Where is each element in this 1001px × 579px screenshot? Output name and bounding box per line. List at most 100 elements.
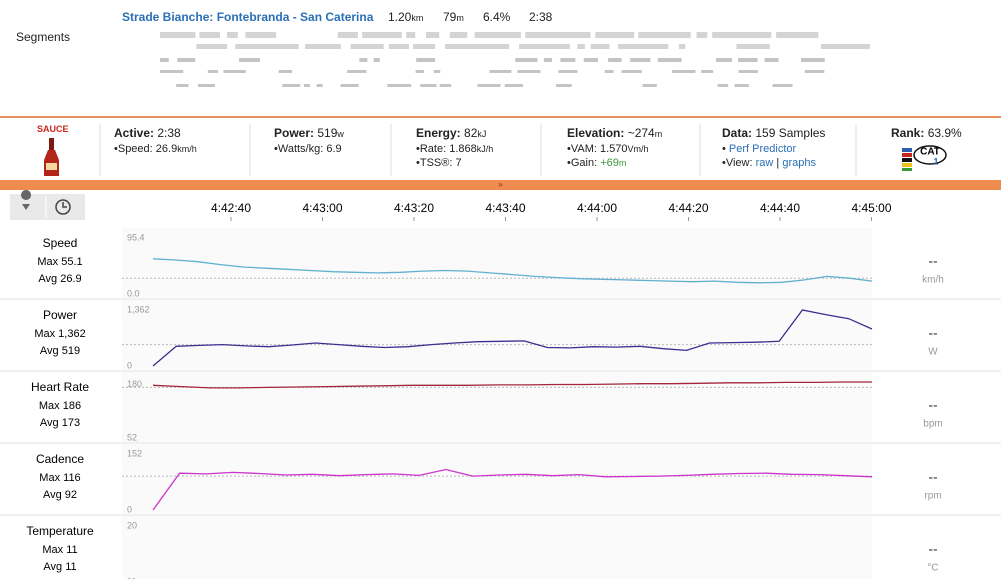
graph-unit: bpm	[923, 419, 942, 430]
placeholder-bar	[235, 44, 299, 49]
placeholder-bar	[657, 58, 682, 62]
graph-max: Max 1,362	[34, 328, 85, 340]
unit: m	[654, 129, 663, 139]
time-tick-label: 4:44:00	[577, 201, 617, 215]
placeholder-bar	[504, 84, 523, 87]
label: •Rate:	[416, 143, 447, 155]
placeholder-bar	[560, 58, 576, 62]
badge-number: 1	[933, 156, 938, 166]
max-label: Max	[39, 400, 60, 412]
placeholder-bar	[525, 32, 591, 38]
unit: w	[337, 129, 344, 139]
value: 159 Samples	[755, 126, 826, 140]
graph-avg: Avg 519	[40, 345, 80, 357]
value: 82	[464, 126, 478, 140]
placeholder-bar	[608, 58, 622, 62]
max-value: 55.1	[61, 256, 82, 268]
value: 2:38	[157, 126, 181, 140]
energy-section: Energy: 82kJ •Rate: 1.868kJ/h •TSS®: 7	[416, 126, 493, 169]
value: 519	[317, 126, 338, 140]
y-tick-label: 0	[127, 360, 132, 370]
current-value: --	[928, 541, 938, 557]
trace-line	[152, 381, 872, 389]
avg-value: 92	[65, 489, 77, 501]
placeholder-bar	[515, 58, 538, 62]
graph-max: Max 11	[42, 544, 77, 556]
current-value: --	[928, 469, 938, 485]
label: Active:	[114, 126, 155, 140]
placeholder-bar	[558, 70, 578, 73]
placeholder-bar	[433, 70, 441, 73]
avg-value: 173	[62, 417, 80, 429]
plot-area	[122, 516, 872, 579]
raw-link[interactable]: raw	[755, 157, 774, 169]
y-tick-label: 0	[127, 504, 132, 514]
perf-predictor-link[interactable]: Perf Predictor	[728, 143, 797, 155]
segment-elevation: 79m	[443, 10, 464, 24]
badge-text: CAT	[920, 147, 940, 158]
placeholder-bar	[388, 44, 409, 49]
graphs-link[interactable]: graphs	[782, 157, 816, 169]
value: 6.9	[326, 143, 342, 155]
unit: kJ/h	[476, 144, 494, 154]
placeholder-bar	[439, 84, 452, 87]
collapse-bar[interactable]: »	[0, 180, 1001, 190]
value: 1.868	[449, 143, 477, 155]
placeholder-bar	[717, 84, 729, 87]
placeholder-bar	[227, 32, 238, 38]
max-value: 186	[63, 400, 81, 412]
y-tick-label: 180	[127, 379, 142, 389]
segment-grade: 6.4%	[483, 10, 511, 24]
trace-line	[152, 258, 873, 284]
placeholder-bar	[223, 70, 246, 73]
placeholder-bar	[715, 58, 732, 62]
trace-line	[152, 468, 873, 511]
graph-unit: W	[928, 347, 938, 358]
label: •VAM:	[567, 143, 597, 155]
placeholder-bar	[701, 70, 714, 73]
graph-avg: Avg 92	[43, 489, 77, 501]
graph-avg: Avg 173	[40, 417, 80, 429]
avg-value: 519	[62, 345, 80, 357]
graph-name: Heart Rate	[31, 380, 89, 394]
label: •Watts/kg:	[274, 143, 324, 155]
avg-value: 11	[65, 561, 76, 573]
placeholder-bar	[359, 58, 368, 62]
placeholder-bar	[595, 32, 635, 38]
y-tick-label: 95.4	[127, 232, 145, 242]
max-label: Max	[34, 328, 55, 340]
placeholder-bar	[517, 70, 541, 73]
placeholder-bar	[736, 44, 770, 49]
plot-area	[122, 228, 872, 298]
placeholder-bar	[618, 44, 669, 49]
y-tick-label: 52	[127, 432, 137, 442]
placeholder-bar	[556, 84, 572, 87]
placeholder-bar	[821, 44, 870, 49]
current-value: --	[928, 253, 938, 269]
placeholder-bar	[347, 70, 367, 73]
time-tick-label: 4:43:40	[485, 201, 525, 215]
placeholder-bar	[282, 84, 301, 87]
value: 26.9	[155, 143, 178, 155]
avg-label: Avg	[38, 273, 57, 285]
avg-label: Avg	[40, 417, 59, 429]
placeholder-bar	[474, 32, 521, 38]
max-label: Max	[39, 472, 60, 484]
placeholder-bar	[160, 32, 196, 38]
placeholder-bar	[638, 32, 691, 38]
placeholder-bar	[373, 58, 380, 62]
time-tick-label: 4:43:00	[302, 201, 342, 215]
placeholder-bar	[800, 58, 825, 62]
unit: m	[618, 158, 627, 168]
placeholder-bar	[764, 58, 779, 62]
rank-section: Rank: 63.9%	[891, 126, 962, 140]
placeholder-bar	[416, 58, 436, 62]
placeholder-bar	[519, 44, 570, 49]
sauce-bottle	[44, 138, 59, 176]
placeholder-bar	[278, 70, 293, 73]
value: 79	[443, 10, 457, 24]
placeholder-bar	[197, 84, 216, 87]
segment-name[interactable]: Strade Bianche: Fontebranda - San Cateri…	[122, 10, 374, 24]
placeholder-bar	[196, 44, 228, 49]
placeholder-bar	[176, 84, 189, 87]
